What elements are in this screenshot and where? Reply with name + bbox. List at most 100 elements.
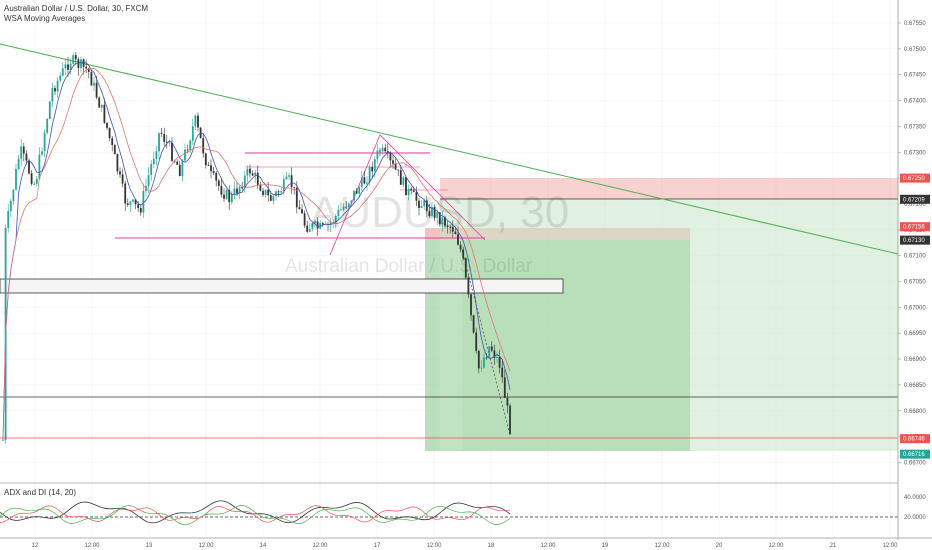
- candle-body[interactable]: [451, 227, 454, 232]
- candle-body[interactable]: [397, 169, 400, 171]
- candle-body[interactable]: [418, 200, 420, 209]
- candle-body[interactable]: [288, 175, 290, 177]
- candle-body[interactable]: [493, 350, 496, 358]
- loss-zone-short[interactable]: [440, 178, 898, 199]
- candle-body[interactable]: [223, 194, 225, 199]
- candle-body[interactable]: [264, 189, 267, 195]
- triangle-pattern[interactable]: [329, 134, 486, 256]
- candle-body[interactable]: [178, 164, 181, 177]
- adx-title[interactable]: ADX and DI (14, 20): [4, 488, 77, 497]
- adx-panel[interactable]: [0, 500, 898, 526]
- candle-body[interactable]: [61, 68, 64, 76]
- candle-body[interactable]: [17, 158, 20, 169]
- candle-body[interactable]: [269, 195, 272, 201]
- candle-body[interactable]: [262, 190, 264, 195]
- candle-body[interactable]: [314, 221, 316, 224]
- candle-body[interactable]: [280, 191, 283, 193]
- candle-body[interactable]: [275, 191, 277, 197]
- candle-body[interactable]: [106, 122, 108, 128]
- candle-body[interactable]: [189, 140, 192, 151]
- candle-body[interactable]: [2, 439, 4, 441]
- candle-body[interactable]: [379, 150, 381, 152]
- candle-body[interactable]: [35, 178, 38, 184]
- candle-body[interactable]: [139, 207, 142, 213]
- candle-body[interactable]: [472, 315, 475, 333]
- candle-body[interactable]: [215, 172, 218, 181]
- candle-body[interactable]: [249, 168, 251, 174]
- indicator-title[interactable]: WSA Moving Averages: [4, 14, 86, 23]
- candle-body[interactable]: [423, 200, 426, 207]
- candle-body[interactable]: [87, 68, 90, 72]
- candle-body[interactable]: [82, 59, 85, 67]
- candle-body[interactable]: [477, 350, 480, 369]
- candle-body[interactable]: [410, 188, 413, 191]
- candle-body[interactable]: [246, 168, 249, 176]
- candle-body[interactable]: [425, 200, 428, 212]
- candle-body[interactable]: [412, 190, 415, 193]
- candle-body[interactable]: [108, 127, 111, 139]
- candle-body[interactable]: [267, 189, 270, 196]
- candle-body[interactable]: [103, 104, 106, 123]
- candle-body[interactable]: [436, 212, 439, 218]
- candle-body[interactable]: [316, 221, 319, 229]
- profit-zone-short[interactable]: [440, 199, 898, 451]
- candle-body[interactable]: [152, 158, 155, 165]
- candle-body[interactable]: [459, 244, 462, 250]
- candle-body[interactable]: [155, 151, 158, 159]
- candle-body[interactable]: [259, 185, 262, 191]
- descending-trendline[interactable]: [0, 43, 899, 255]
- candle-body[interactable]: [126, 203, 129, 205]
- candle-body[interactable]: [46, 118, 49, 133]
- candle-body[interactable]: [129, 201, 132, 205]
- candle-body[interactable]: [488, 346, 491, 358]
- candle-body[interactable]: [20, 146, 23, 159]
- candle-body[interactable]: [480, 367, 483, 369]
- candle-body[interactable]: [431, 207, 433, 217]
- candle-body[interactable]: [444, 217, 446, 226]
- candle-body[interactable]: [506, 397, 509, 406]
- candle-body[interactable]: [48, 101, 51, 119]
- candle-body[interactable]: [119, 171, 121, 175]
- candle-body[interactable]: [165, 141, 168, 143]
- candle-body[interactable]: [282, 179, 285, 192]
- supply-box[interactable]: [0, 278, 564, 294]
- candle-body[interactable]: [446, 225, 449, 227]
- position-zones[interactable]: [425, 178, 898, 451]
- candle-body[interactable]: [277, 191, 280, 193]
- candle-body[interactable]: [41, 151, 43, 155]
- candle-body[interactable]: [251, 173, 254, 176]
- candle-body[interactable]: [340, 209, 342, 211]
- candle-body[interactable]: [225, 189, 228, 199]
- candle-body[interactable]: [158, 133, 160, 152]
- candle-body[interactable]: [212, 171, 215, 173]
- candle-body[interactable]: [498, 356, 501, 368]
- candle-body[interactable]: [454, 231, 457, 235]
- candle-body[interactable]: [272, 196, 275, 201]
- candle-body[interactable]: [69, 63, 72, 70]
- candle-body[interactable]: [467, 277, 470, 295]
- candle-body[interactable]: [470, 294, 472, 316]
- candle-body[interactable]: [350, 200, 353, 204]
- candle-body[interactable]: [394, 163, 397, 170]
- candle-body[interactable]: [230, 194, 233, 203]
- candle-body[interactable]: [7, 210, 10, 229]
- candle-body[interactable]: [28, 160, 30, 174]
- candle-body[interactable]: [56, 80, 59, 92]
- candle-body[interactable]: [33, 183, 36, 185]
- candle-body[interactable]: [80, 59, 82, 68]
- candle-body[interactable]: [176, 161, 179, 165]
- candle-body[interactable]: [405, 177, 407, 196]
- candle-body[interactable]: [30, 173, 33, 184]
- candle-body[interactable]: [449, 226, 452, 228]
- candle-body[interactable]: [137, 204, 140, 208]
- candle-body[interactable]: [220, 185, 223, 195]
- candle-body[interactable]: [415, 192, 418, 201]
- candle-body[interactable]: [301, 209, 303, 214]
- candle-body[interactable]: [204, 153, 207, 166]
- candle-body[interactable]: [171, 142, 173, 161]
- candle-body[interactable]: [194, 115, 197, 127]
- candle-body[interactable]: [202, 138, 205, 154]
- candle-body[interactable]: [98, 97, 101, 108]
- candle-body[interactable]: [116, 154, 119, 172]
- candle-body[interactable]: [85, 66, 88, 69]
